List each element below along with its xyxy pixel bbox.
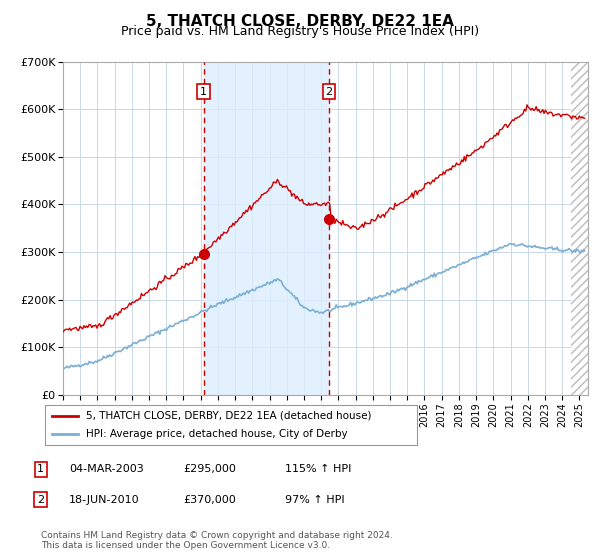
Text: Contains HM Land Registry data © Crown copyright and database right 2024.
This d: Contains HM Land Registry data © Crown c…: [41, 531, 392, 550]
Text: 2: 2: [326, 87, 332, 96]
Text: 18-JUN-2010: 18-JUN-2010: [69, 494, 140, 505]
Bar: [571, 62, 588, 395]
Text: 5, THATCH CLOSE, DERBY, DE22 1EA: 5, THATCH CLOSE, DERBY, DE22 1EA: [146, 14, 454, 29]
Text: £370,000: £370,000: [183, 494, 236, 505]
Text: Price paid vs. HM Land Registry's House Price Index (HPI): Price paid vs. HM Land Registry's House …: [121, 25, 479, 38]
Text: 115% ↑ HPI: 115% ↑ HPI: [285, 464, 352, 474]
Text: 97% ↑ HPI: 97% ↑ HPI: [285, 494, 344, 505]
Text: £295,000: £295,000: [183, 464, 236, 474]
Bar: [203, 62, 329, 395]
Text: 2: 2: [37, 494, 44, 505]
Text: 1: 1: [200, 87, 207, 96]
Text: 1: 1: [37, 464, 44, 474]
Text: 04-MAR-2003: 04-MAR-2003: [69, 464, 144, 474]
Text: HPI: Average price, detached house, City of Derby: HPI: Average price, detached house, City…: [86, 430, 347, 439]
Text: 5, THATCH CLOSE, DERBY, DE22 1EA (detached house): 5, THATCH CLOSE, DERBY, DE22 1EA (detach…: [86, 411, 371, 421]
